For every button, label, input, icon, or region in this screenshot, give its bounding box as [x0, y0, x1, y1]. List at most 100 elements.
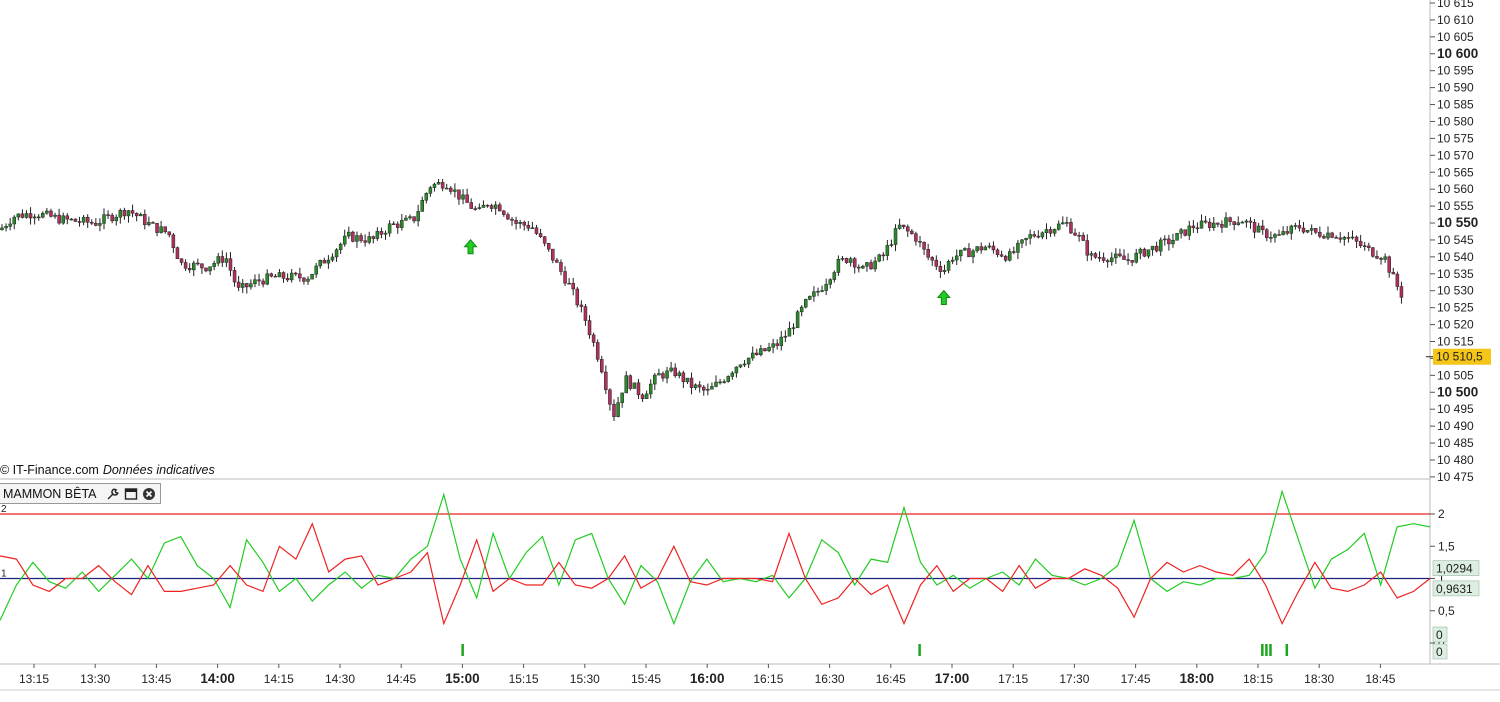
- candle-body[interactable]: [991, 245, 996, 251]
- candle-body[interactable]: [1273, 234, 1277, 238]
- candle-body[interactable]: [1391, 272, 1396, 275]
- candle-body[interactable]: [812, 291, 816, 297]
- candle-body[interactable]: [1309, 228, 1314, 231]
- candle-body[interactable]: [1289, 225, 1294, 234]
- candle-body[interactable]: [661, 373, 665, 379]
- candle-body[interactable]: [1248, 220, 1253, 223]
- candle-body[interactable]: [318, 260, 322, 267]
- candle-body[interactable]: [783, 335, 788, 338]
- candle-body[interactable]: [1281, 231, 1285, 235]
- candle-body[interactable]: [706, 388, 710, 391]
- candle-body[interactable]: [1081, 234, 1085, 241]
- candle-body[interactable]: [710, 386, 714, 390]
- candle-body[interactable]: [404, 217, 408, 221]
- candle-body[interactable]: [546, 243, 551, 250]
- candle-body[interactable]: [885, 245, 890, 256]
- candle-body[interactable]: [795, 311, 800, 328]
- candle-body[interactable]: [1126, 259, 1130, 261]
- candle-body[interactable]: [689, 377, 694, 388]
- candle-body[interactable]: [1212, 222, 1216, 228]
- candle-body[interactable]: [873, 260, 877, 270]
- candle-body[interactable]: [249, 283, 253, 288]
- candle-body[interactable]: [632, 382, 637, 389]
- candle-body[interactable]: [697, 384, 702, 388]
- candle-body[interactable]: [489, 205, 494, 209]
- candle-body[interactable]: [253, 279, 257, 285]
- candle-body[interactable]: [828, 279, 832, 285]
- candle-body[interactable]: [673, 367, 677, 377]
- candle-body[interactable]: [1330, 232, 1334, 238]
- buy-arrow-marker[interactable]: [936, 289, 951, 305]
- candle-body[interactable]: [1362, 245, 1367, 247]
- candle-body[interactable]: [1220, 224, 1224, 228]
- candle-body[interactable]: [1354, 236, 1359, 242]
- candle-body[interactable]: [1146, 249, 1151, 257]
- candle-body[interactable]: [155, 223, 159, 233]
- candle-body[interactable]: [289, 272, 294, 281]
- candle-body[interactable]: [322, 260, 327, 264]
- candle-body[interactable]: [901, 224, 906, 228]
- candle-body[interactable]: [98, 223, 102, 226]
- candle-body[interactable]: [371, 236, 376, 239]
- candle-body[interactable]: [1093, 253, 1098, 258]
- candle-body[interactable]: [1314, 228, 1318, 233]
- candle-body[interactable]: [702, 386, 706, 391]
- candle-body[interactable]: [196, 262, 200, 265]
- candle-body[interactable]: [57, 214, 61, 224]
- candle-body[interactable]: [1101, 257, 1106, 261]
- candle-body[interactable]: [1326, 232, 1330, 239]
- candle-body[interactable]: [261, 280, 265, 285]
- candle-body[interactable]: [804, 299, 808, 308]
- candle-body[interactable]: [514, 220, 518, 224]
- candle-body[interactable]: [583, 306, 588, 321]
- candle-body[interactable]: [1167, 238, 1171, 245]
- candle-body[interactable]: [918, 241, 922, 243]
- candle-body[interactable]: [1293, 225, 1298, 227]
- candle-body[interactable]: [1318, 232, 1322, 237]
- candle-body[interactable]: [844, 258, 849, 263]
- candle-body[interactable]: [175, 247, 180, 260]
- candle-body[interactable]: [897, 224, 902, 229]
- candle-body[interactable]: [416, 211, 420, 222]
- candle-body[interactable]: [45, 210, 49, 214]
- candle-body[interactable]: [685, 377, 690, 383]
- candle-body[interactable]: [151, 222, 155, 224]
- candle-body[interactable]: [294, 272, 298, 275]
- candle-body[interactable]: [914, 233, 918, 242]
- candle-body[interactable]: [1016, 242, 1020, 253]
- candle-body[interactable]: [355, 235, 359, 242]
- candle-body[interactable]: [893, 228, 898, 245]
- candle-body[interactable]: [236, 281, 241, 288]
- candle-body[interactable]: [926, 248, 930, 258]
- candle-body[interactable]: [130, 210, 135, 214]
- candle-body[interactable]: [1367, 245, 1371, 248]
- candle-body[interactable]: [1277, 234, 1281, 236]
- candle-body[interactable]: [85, 216, 90, 223]
- candle-body[interactable]: [959, 249, 963, 257]
- candle-body[interactable]: [167, 231, 172, 236]
- candle-body[interactable]: [587, 320, 592, 336]
- candle-body[interactable]: [1073, 232, 1077, 236]
- candle-body[interactable]: [277, 272, 282, 278]
- candle-body[interactable]: [273, 275, 278, 278]
- candle-body[interactable]: [444, 187, 449, 190]
- candle-body[interactable]: [28, 213, 33, 219]
- candle-body[interactable]: [310, 273, 314, 280]
- candle-body[interactable]: [1008, 251, 1012, 261]
- candle-body[interactable]: [522, 222, 526, 226]
- candle-body[interactable]: [1175, 233, 1179, 241]
- candle-body[interactable]: [208, 266, 212, 272]
- candle-body[interactable]: [1240, 221, 1245, 224]
- candle-body[interactable]: [461, 194, 465, 200]
- candle-body[interactable]: [665, 370, 669, 379]
- candle-body[interactable]: [41, 212, 45, 218]
- candle-body[interactable]: [200, 263, 204, 269]
- candle-body[interactable]: [718, 381, 722, 384]
- candle-body[interactable]: [1375, 256, 1379, 259]
- candle-body[interactable]: [1179, 229, 1183, 234]
- candle-body[interactable]: [126, 210, 131, 217]
- candle-body[interactable]: [1260, 225, 1265, 230]
- candle-body[interactable]: [555, 259, 559, 263]
- candle-body[interactable]: [534, 227, 539, 234]
- candle-body[interactable]: [979, 246, 983, 251]
